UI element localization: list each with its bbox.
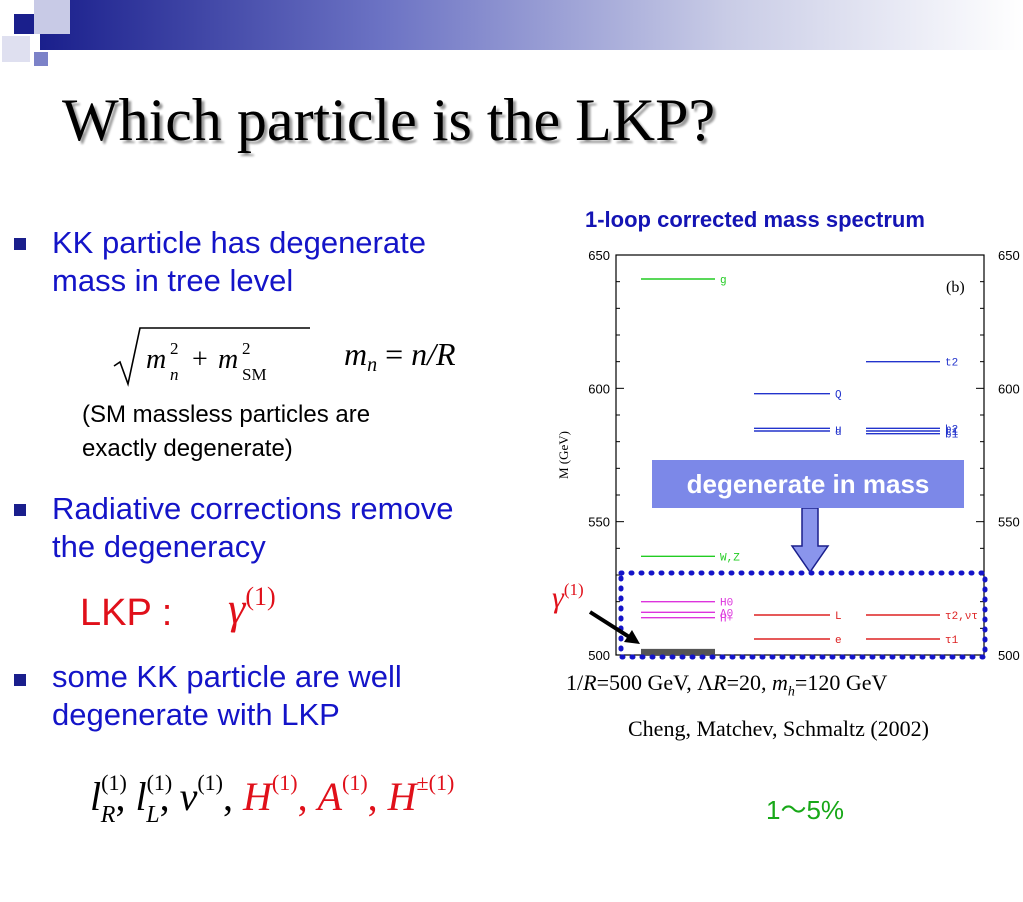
mass-spectrum-chart: 650 650 600 600 550 550 500 500 M (GeV) (b) g W,Z H… [556, 248, 1020, 663]
degenerate-region-box [618, 570, 988, 660]
slide-title: Which particle is the LKP? [62, 87, 716, 153]
ytick-label: 500 [588, 648, 610, 663]
lkp-symbol: γ(1) [228, 582, 276, 633]
level-label: t2 [945, 358, 958, 370]
bullet-text-2: Radiative corrections remove the degener… [52, 490, 453, 566]
level-label: τ1 [945, 635, 959, 647]
level-label: A0 [720, 608, 733, 620]
note-line-1: (SM massless particles are [82, 401, 371, 428]
svg-text:n: n [170, 365, 179, 384]
sqrt-formula: m n 2 + m SM 2 [113, 327, 310, 387]
panel-label: (b) [946, 279, 965, 296]
chart-title: 1-loop corrected mass spectrum [585, 207, 925, 232]
ytick-label: 650 [588, 248, 610, 263]
down-arrow-icon [790, 508, 830, 574]
ytick-label-right: 650 [998, 248, 1020, 263]
nu-term: ν(1) [179, 770, 224, 819]
bullet-3-line-1: some KK particle are well [52, 659, 402, 694]
level-label: τ2,ντ [945, 611, 978, 623]
note-line-2: exactly degenerate) [82, 435, 293, 462]
header-square-light [34, 0, 70, 34]
svg-text:+: + [192, 344, 208, 375]
bullet-1-line-2: mass in tree level [52, 263, 294, 298]
svg-text:m: m [218, 344, 238, 375]
level-label: t1 [945, 427, 959, 439]
level-label: b2 [945, 424, 958, 436]
header-square-dark [14, 14, 34, 34]
level-label: g [720, 275, 727, 287]
plot-frame [615, 254, 985, 656]
ytick-label-right: 600 [998, 381, 1020, 396]
header-band [40, 0, 1023, 50]
level-label: b1 [945, 430, 959, 442]
percent-label: 1～5% [766, 795, 845, 825]
citation: Cheng, Matchev, Schmaltz (2002) [628, 716, 929, 741]
ytick-label: 550 [588, 515, 610, 530]
level-label: u [835, 424, 842, 436]
y-axis-label: M (GeV) [556, 431, 571, 479]
bullet-text-3: some KK particle are well degenerate wit… [52, 658, 402, 734]
pointer-arrow-icon [588, 610, 640, 644]
header-square-mid [2, 36, 30, 62]
ytick-label-right: 550 [998, 515, 1020, 530]
bullet-2-line-2: the degeneracy [52, 529, 266, 564]
svg-text:m: m [146, 344, 166, 375]
bullet-2-line-1: Radiative corrections remove [52, 491, 454, 526]
bullet-text-1: KK particle has degenerate mass in tree … [52, 224, 426, 300]
svg-text:SM: SM [242, 365, 267, 384]
level-label: H0 [720, 598, 733, 610]
bottom-formula: l(1)R, l(1)L, ν(1), H(1), A(1), H±(1) [90, 770, 455, 828]
lL-term: l(1)L [135, 770, 173, 828]
level-label: d [835, 427, 842, 439]
level-label: H+ [720, 614, 733, 626]
bullet-marker-3 [14, 674, 26, 686]
degenerate-callout: degenerate in mass [652, 460, 964, 508]
level-label: Q [835, 390, 842, 402]
bullet-3-line-2: degenerate with LKP [52, 697, 340, 732]
bullet-marker-1 [14, 238, 26, 250]
lR-term: l(1)R [90, 770, 127, 828]
H-term: H(1), A(1), H±(1) [243, 770, 455, 819]
note: (SM massless particles are exactly degen… [82, 398, 370, 466]
svg-text:2: 2 [170, 339, 179, 358]
bullet-1-line-1: KK particle has degenerate [52, 225, 426, 260]
chart-params: 1/R=500 GeV, ΛR=20, mh=120 GeV [566, 670, 888, 700]
mn-formula: mn = n/R [344, 336, 456, 376]
svg-text:2: 2 [242, 339, 251, 358]
ytick-label: 600 [588, 381, 610, 396]
header-square-blue [34, 52, 48, 66]
ytick-label-right: 500 [998, 648, 1020, 663]
level-label: e [835, 635, 842, 647]
lkp-label: LKP : [80, 592, 173, 634]
level-label: L [835, 611, 842, 623]
gamma-pointer-label: γ(1) [552, 580, 584, 614]
bullet-marker-2 [14, 504, 26, 516]
level-label: W,Z [720, 552, 740, 564]
